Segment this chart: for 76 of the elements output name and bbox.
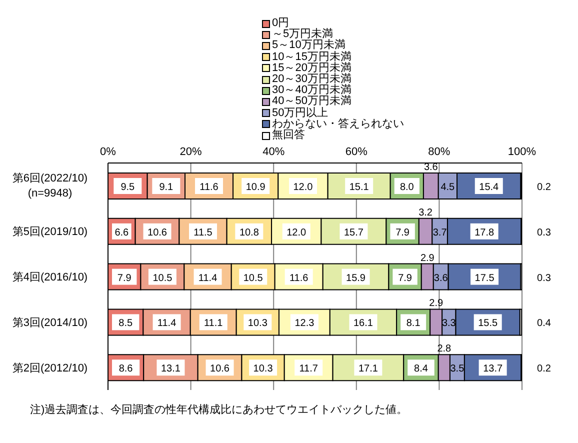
data-label: 10.6 (148, 227, 168, 238)
data-label: 7.9 (396, 227, 410, 238)
data-label: 6.6 (114, 227, 130, 238)
data-label: 0.2 (537, 364, 552, 375)
x-tick-label: 40% (262, 146, 285, 158)
data-label: 15.9 (346, 272, 366, 284)
data-label: 7.9 (117, 272, 132, 284)
data-label: 0.3 (537, 272, 552, 284)
data-label: 10.5 (243, 272, 264, 284)
data-label: 2.8 (437, 344, 452, 355)
data-label: 8.0 (400, 182, 414, 193)
legend-label: 0円 (272, 17, 290, 29)
y-tick-label: 第2回(2012/10) (12, 362, 88, 374)
data-label: 9.1 (159, 182, 174, 193)
data-label: 3.5 (450, 364, 465, 375)
data-label: 10.8 (239, 227, 260, 238)
legend-label: 15～20万円未満 (272, 62, 352, 74)
data-label: 13.7 (483, 364, 503, 375)
data-label: 0.3 (537, 227, 552, 238)
data-label: 11.6 (200, 182, 219, 193)
x-tick-label: 0% (100, 146, 116, 158)
legend-label: 10～15万円未満 (272, 50, 352, 63)
data-label: 11.5 (194, 227, 213, 238)
data-label: 3.6 (434, 272, 448, 284)
data-label: 2.9 (429, 298, 444, 310)
data-label: 16.1 (353, 318, 374, 330)
data-label: 10.5 (152, 272, 173, 284)
data-label: 0.4 (537, 318, 552, 330)
data-label: 17.5 (474, 272, 495, 284)
data-label: 15.5 (478, 318, 498, 330)
data-label: 9.5 (120, 182, 136, 193)
data-label: 4.5 (440, 182, 456, 193)
data-label: 10.9 (246, 182, 266, 193)
data-label: 0.2 (537, 182, 552, 193)
data-label: 15.4 (479, 182, 500, 193)
data-label: 12.0 (293, 182, 314, 193)
data-label: 15.1 (349, 182, 370, 193)
data-label: 3.2 (418, 207, 433, 218)
y-tick-label: 第3回(2014/10) (12, 316, 88, 329)
data-label: 11.1 (204, 318, 224, 330)
y-tick-label: 第5回(2019/10) (12, 226, 88, 238)
data-label: 17.1 (358, 364, 378, 375)
data-label: 13.1 (160, 364, 181, 375)
legend-label: 無回答 (272, 129, 305, 142)
y-tick-label: 第6回(2022/10) (n=9948) (12, 172, 88, 200)
x-tick-label: 100% (508, 146, 536, 158)
data-label: 12.0 (286, 227, 307, 238)
data-label: 8.1 (406, 318, 421, 330)
data-label: 12.3 (294, 318, 315, 330)
data-label: 11.4 (157, 318, 177, 330)
data-label: 3.7 (432, 227, 448, 238)
data-label: 2.9 (420, 252, 435, 264)
text: 注)過去調査は、今回調査の性年代構成比にあわせてウエイトバックした値。 (29, 402, 409, 417)
data-label: 11.7 (299, 364, 318, 375)
data-label: 17.8 (474, 227, 494, 238)
data-label: 11.4 (198, 272, 218, 284)
x-tick-label: 20% (180, 146, 202, 158)
legend-label: 30～40万円未満 (272, 84, 352, 96)
data-label: 11.6 (289, 272, 309, 284)
data-label: 15.7 (344, 227, 364, 238)
legend-label: わからない・答えられない (272, 118, 404, 130)
data-label: 10.3 (248, 318, 268, 330)
x-tick-label: 80% (428, 146, 450, 158)
x-tick-label: 60% (345, 146, 368, 158)
data-label: 10.3 (253, 364, 274, 375)
legend-label: 20～30万円未満 (272, 73, 352, 86)
legend-label: 50万円以上 (272, 106, 328, 119)
data-label: 10.6 (210, 364, 230, 375)
legend-label: 40～50万円未満 (272, 95, 352, 108)
data-label: 8.5 (118, 318, 133, 330)
legend-label: 5～10万円未満 (272, 39, 346, 52)
data-label: 7.9 (398, 272, 412, 284)
data-label: 8.6 (118, 364, 134, 375)
legend-label: ～5万円未満 (272, 28, 334, 40)
y-tick-label: 第4回(2016/10) (12, 272, 88, 284)
data-label: 8.4 (414, 364, 428, 375)
